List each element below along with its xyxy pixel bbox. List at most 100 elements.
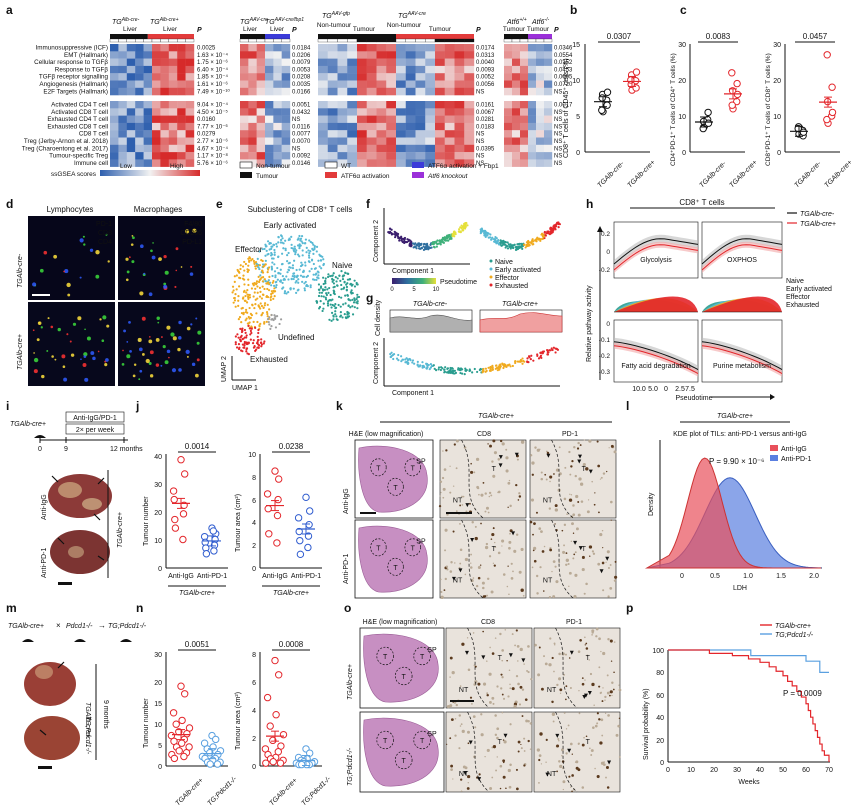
a-b0-b-cell <box>118 108 127 116</box>
k-pd1-igg-stain <box>558 472 562 476</box>
k-pd1-pd1-stain <box>572 532 575 534</box>
d-speckle-3 <box>168 356 170 359</box>
e-point-c3 <box>260 345 263 348</box>
f-right-pt <box>483 230 487 233</box>
e-point-c3 <box>239 349 243 352</box>
b-ytick-5: 5 <box>576 114 580 121</box>
o-pd1-ko-stain <box>545 738 548 741</box>
o-cd8-tg-stain <box>486 693 489 697</box>
i-mouse: TGAlb-cre+ <box>10 421 46 428</box>
f-tick-10: 10 <box>433 287 440 293</box>
a-p3-bottom-4: NS <box>476 132 484 138</box>
k-pd1-igg-stain <box>572 513 576 517</box>
a-b0-t-cell <box>168 65 178 74</box>
g-ylabel2: Component 2 <box>373 342 380 384</box>
e-point-c1 <box>252 259 256 263</box>
e-point-c2 <box>335 315 338 318</box>
k-cd8-pd1-stain <box>490 590 494 594</box>
o-pd1-ko-stain <box>596 775 600 779</box>
e-point-c1 <box>241 306 244 310</box>
a-b2-b-cell <box>464 108 475 116</box>
e-point-c2 <box>333 292 336 296</box>
k-pd1-pd1-stain <box>532 549 535 552</box>
a-b0-b-cell <box>118 115 127 124</box>
h-xtick-5: 5.0 <box>648 386 658 393</box>
n1-ytick-20: 20 <box>154 680 162 687</box>
a-b3-b-cell <box>520 115 529 124</box>
o-pd1-tg-stain <box>551 700 554 704</box>
k-pd1-pd1-stain <box>588 545 593 549</box>
f-right-pt <box>479 232 482 235</box>
o-pd1-tg-stain <box>549 637 552 640</box>
f-right-pt <box>498 243 501 246</box>
e-point-c0 <box>295 249 298 252</box>
e-point-c1 <box>261 285 264 288</box>
a-b2-b-cell <box>376 115 387 124</box>
a-b3-b-cell <box>504 101 513 109</box>
o-cd8-ko-stain <box>492 745 497 749</box>
p-ytick-20: 20 <box>656 738 664 745</box>
f-left-pt <box>447 239 450 242</box>
a-b2-t-cell <box>454 80 465 88</box>
a-b2-t-cell <box>318 73 328 81</box>
e-point-c2 <box>345 289 348 292</box>
a-block2-type4 <box>356 38 367 43</box>
d-speckle-3 <box>178 320 182 325</box>
e-point-c0 <box>309 284 312 287</box>
k-cd8-pd1-stain <box>452 530 455 533</box>
k-top: TGAlb-cre+ <box>478 413 514 420</box>
n1-x-tg: TGAlb-cre+ <box>174 777 204 807</box>
o-pd1-tg-stain <box>591 629 595 633</box>
k-pd1-igg-stain <box>577 501 580 503</box>
a-b0-t-cell <box>168 87 178 96</box>
k-cd8-pd1-stain <box>444 549 447 552</box>
a-b0-t-cell <box>160 44 169 52</box>
a-p2-top-2: 0.0079 <box>292 60 311 66</box>
a-b0-t-cell <box>177 65 186 74</box>
k-cd8-pd1-stain <box>450 561 453 564</box>
f-left-pt <box>428 246 431 249</box>
e-point-c3 <box>247 342 250 345</box>
h-band-ctrl-1 <box>702 234 782 268</box>
a-b2-t-cell <box>454 58 465 67</box>
a-block2-type0 <box>317 38 328 43</box>
a-b0-t-cell <box>143 80 153 88</box>
n2-ko-point-12 <box>297 760 306 769</box>
e-point-c4 <box>268 323 271 326</box>
e-point-c3 <box>235 346 239 349</box>
e-point-c0 <box>297 288 300 291</box>
o-pd1-tg-stain <box>565 685 568 688</box>
e-point-c1 <box>245 301 249 304</box>
k-cd8-igg-stain <box>487 511 490 514</box>
a-b2-b-cell <box>327 152 338 160</box>
e-point-c1 <box>272 279 275 283</box>
e-point-c1 <box>250 325 253 328</box>
k-cd8-igg-stain <box>505 469 509 473</box>
a-b2-t-cell <box>454 65 465 74</box>
a-b0-t-cell <box>177 58 186 67</box>
e-point-c1 <box>247 295 250 298</box>
g-pt <box>494 367 497 370</box>
a-b0-t-cell <box>160 51 169 59</box>
j1-x-pd1: Anti-PD-1 <box>197 573 227 580</box>
o-cd8-ko-stain <box>496 756 498 758</box>
p-xlabel: Weeks <box>738 779 760 786</box>
e-point-c0 <box>291 264 295 267</box>
h-density-1-3 <box>702 296 782 312</box>
d-speckle-1 <box>163 284 168 289</box>
k-cd8-pd1-stain <box>474 536 478 541</box>
a-block1-type1 <box>248 38 257 43</box>
n1-x-ko: TG;Pdcd1-/- <box>206 775 238 807</box>
a-b1-t-cell <box>273 51 282 59</box>
d-speckle-3 <box>129 350 132 353</box>
k-cd8-pd1-stain <box>513 549 517 553</box>
f-left-pt <box>448 237 452 240</box>
o-cd8-ko-stain <box>467 774 471 779</box>
p-curve-ko <box>668 649 829 673</box>
e-point-c0 <box>300 240 303 243</box>
a-b3-b-cell <box>512 108 521 116</box>
o-cd8-tg-arrow <box>464 650 469 655</box>
a-b2-b-cell <box>435 115 445 124</box>
a-b2-t-cell <box>347 80 358 88</box>
